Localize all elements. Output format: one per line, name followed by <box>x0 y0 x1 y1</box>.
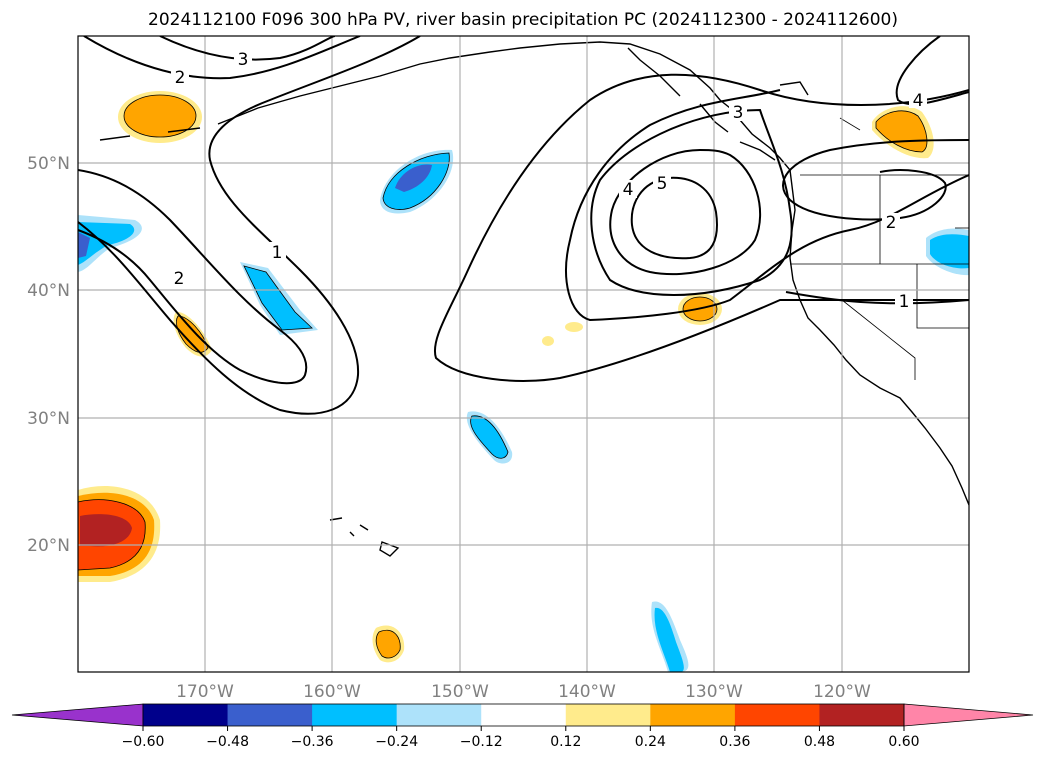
colorbar-tick-label: −0.48 <box>206 734 249 750</box>
colorbar-tick-label: 0.48 <box>804 734 835 750</box>
precip-blob-negative <box>651 601 689 672</box>
precip-blob-positive <box>542 322 583 346</box>
longitude-label: 140°W <box>558 682 616 702</box>
colorbar-segment <box>312 704 398 726</box>
longitude-label: 120°W <box>813 682 871 702</box>
colorbar-frame <box>142 703 905 727</box>
coastlines <box>99 41 969 557</box>
colorbar-extend-max <box>903 703 1034 727</box>
precip-blob-positive <box>372 625 405 663</box>
colorbar-segment <box>143 704 229 726</box>
latitude-label: 30°N <box>27 409 70 429</box>
precip-blob-negative <box>926 228 969 276</box>
contour-label: 1 <box>272 243 283 263</box>
colorbar-segment <box>819 704 905 726</box>
colorbar-segment <box>650 704 736 726</box>
colorbar-segment <box>734 704 820 726</box>
graticule <box>78 36 969 672</box>
longitude-label: 150°W <box>431 682 489 702</box>
precip-blob-positive <box>78 485 161 582</box>
contour-label: 3 <box>733 103 744 123</box>
longitude-label: 130°W <box>685 682 743 702</box>
longitude-label: 160°W <box>303 682 361 702</box>
precip-blob-negative <box>380 149 454 214</box>
colorbar-tick-label: 0.24 <box>635 734 666 750</box>
longitude-label: 170°W <box>176 682 234 702</box>
colorbar-tick-label: 0.12 <box>550 734 581 750</box>
contour-label: 3 <box>238 50 249 70</box>
longitude-axis: 170°W 160°W 150°W 140°W 130°W 120°W <box>176 682 871 702</box>
contour-label: 2 <box>175 68 186 88</box>
contour-label: 2 <box>886 213 897 233</box>
contour-label: 2 <box>174 269 185 289</box>
latitude-label: 50°N <box>27 154 70 174</box>
precip-blob-negative <box>466 411 513 464</box>
colorbar-extend-min <box>11 703 144 727</box>
map-frame <box>77 35 970 673</box>
contour-label: 4 <box>913 91 924 111</box>
colorbar-ticks: −0.60 −0.48 −0.36 −0.24 −0.12 0.12 0.24 0.36 0.4… <box>122 726 920 750</box>
latitude-label: 20°N <box>27 536 70 556</box>
colorbar-segment <box>481 704 567 726</box>
latitude-label: 40°N <box>27 281 70 301</box>
colorbar-segment <box>227 704 313 726</box>
contour-label: 1 <box>899 292 910 312</box>
political-borders <box>790 117 969 380</box>
colorbar-tick-label: 0.60 <box>888 734 919 750</box>
contour-label: 4 <box>623 180 634 200</box>
colorbar-tick-label: 0.36 <box>719 734 750 750</box>
latitude-axis: 50°N 40°N 30°N 20°N <box>27 154 70 556</box>
contour-label: 5 <box>657 174 668 194</box>
map-area <box>78 36 969 672</box>
contour-labels: 3 2 1 2 4 5 3 2 1 4 <box>170 50 927 312</box>
precipitation-shading <box>78 91 969 672</box>
colorbar-segment <box>565 704 651 726</box>
colorbar <box>11 703 1034 727</box>
colorbar-tick-label: −0.24 <box>375 734 418 750</box>
precip-blob-positive <box>118 91 202 143</box>
colorbar-segment <box>396 704 482 726</box>
colorbar-tick-label: −0.60 <box>122 734 165 750</box>
map-title: 2024112100 F096 300 hPa PV, river basin … <box>148 10 898 30</box>
colorbar-tick-label: −0.36 <box>291 734 334 750</box>
precip-blob-negative <box>240 262 318 335</box>
colorbar-tick-label: −0.12 <box>460 734 503 750</box>
